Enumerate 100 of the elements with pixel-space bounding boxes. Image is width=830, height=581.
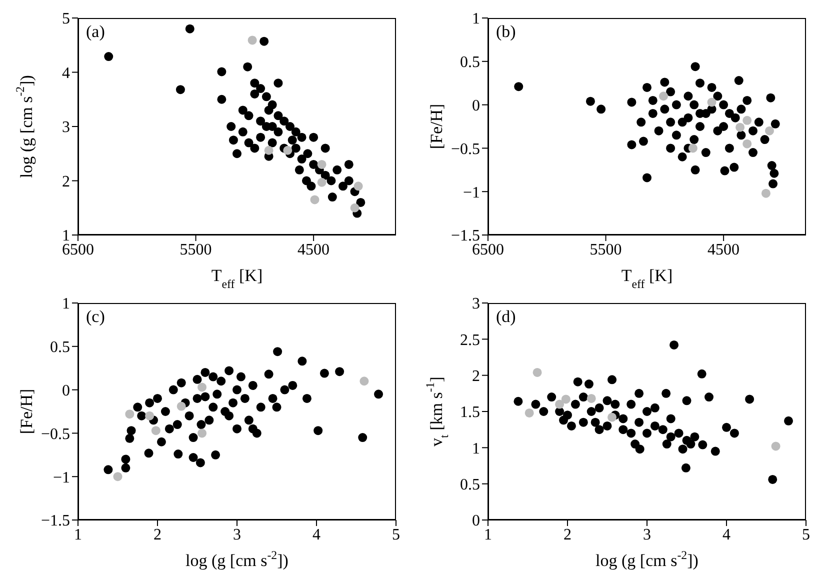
point [256,116,266,126]
y-tick-label: 4 [62,64,70,82]
point [684,113,693,122]
point [514,396,523,406]
y-tick-label: 5 [62,10,70,28]
point [192,374,202,384]
x-tick-label: 4 [312,526,320,544]
point [172,420,182,430]
point [678,152,687,162]
y-tick-label: 1 [472,10,480,28]
point [250,78,260,88]
point [704,392,714,402]
point [288,380,298,390]
point [250,89,260,98]
point [320,144,330,153]
point [196,458,205,468]
y-tick-label: 1 [472,440,480,458]
point [681,463,690,472]
point [634,388,644,398]
point [682,396,692,406]
point [228,136,238,145]
x-tick-label: 5500 [590,241,622,258]
point [666,144,676,153]
point [298,356,307,366]
point [184,411,194,420]
y-tick-label: −0.5 [40,426,70,443]
point [594,425,604,434]
point [288,136,297,145]
annotation: (b) [496,22,516,42]
point [547,392,556,402]
point [309,160,318,169]
point [291,127,300,136]
point [642,407,652,416]
point [145,398,154,408]
point [742,139,752,148]
point [626,400,636,409]
point [707,98,716,107]
point [217,94,226,104]
point [297,154,306,164]
point [125,434,134,443]
point [578,418,588,427]
point [724,108,734,118]
y-tick-label: 3 [62,119,70,136]
point [514,82,524,92]
point [745,394,754,404]
point [310,195,320,204]
point [283,146,292,155]
point [268,138,277,148]
point [153,394,162,403]
point [314,426,323,436]
point [662,440,672,449]
point [596,104,606,114]
point [303,149,312,158]
point [232,149,242,158]
x-tick-label: 1 [484,526,492,544]
point [662,388,671,398]
point [248,380,258,390]
point [719,122,728,131]
x-tick-label: 5 [802,526,810,544]
point [212,390,222,399]
point [555,400,564,409]
point [642,428,652,438]
point [524,408,534,418]
point [566,421,576,430]
point [297,132,306,142]
point [272,402,282,412]
point [350,203,360,212]
point [208,402,218,412]
y-tick-label: 0 [472,512,480,530]
point [618,414,628,424]
y-tick-label: −1.5 [40,512,70,530]
point [561,394,570,404]
point [204,416,214,425]
point [232,385,242,394]
point [696,122,704,131]
point [766,93,776,102]
point [719,100,728,110]
y-tick-label: 0 [62,382,70,400]
point [660,78,670,87]
point [240,394,250,403]
x-tick-label: 3 [643,526,651,544]
point [586,407,596,416]
point [748,126,758,136]
point [306,182,316,191]
point [690,100,699,110]
point [273,347,282,356]
point [697,369,706,378]
point [256,84,266,94]
point [672,130,681,140]
x-tick-label: 5500 [180,241,212,258]
y-tick-label: 1 [62,296,70,313]
point [256,132,266,142]
point [701,148,710,158]
point [627,98,636,107]
point [627,140,636,150]
point [724,144,734,153]
point [760,135,770,144]
point [244,138,254,148]
point [344,160,354,169]
point [224,366,234,376]
